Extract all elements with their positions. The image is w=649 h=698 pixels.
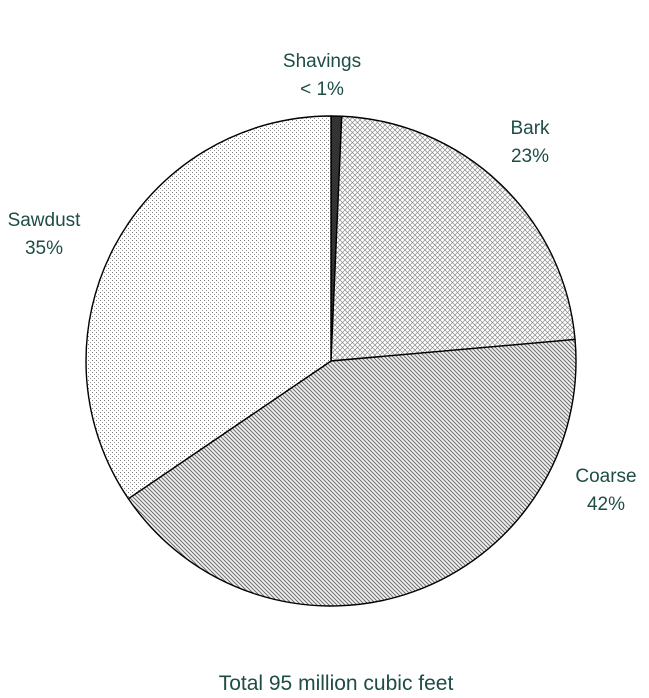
slice-name-shavings: Shavings bbox=[283, 51, 361, 72]
pie-slice-bark bbox=[330, 115, 576, 362]
slice-percent-shavings: < 1% bbox=[300, 79, 344, 100]
slice-percent-sawdust: 35% bbox=[25, 238, 63, 259]
slice-name-bark: Bark bbox=[510, 118, 550, 139]
pie-slice-coarse bbox=[127, 338, 577, 607]
slice-percent-coarse: 42% bbox=[587, 494, 625, 515]
pie-slice-sawdust bbox=[85, 115, 332, 500]
slice-name-coarse: Coarse bbox=[575, 466, 636, 487]
slice-percent-bark: 23% bbox=[511, 146, 549, 167]
pie-slices bbox=[85, 115, 577, 607]
pie-labels: Shavings < 1% Bark 23% Coarse 42% Sawdust 35% bbox=[8, 51, 637, 515]
chart-caption: Total 95 million cubic feet bbox=[219, 672, 454, 695]
slice-name-sawdust: Sawdust bbox=[8, 210, 82, 231]
